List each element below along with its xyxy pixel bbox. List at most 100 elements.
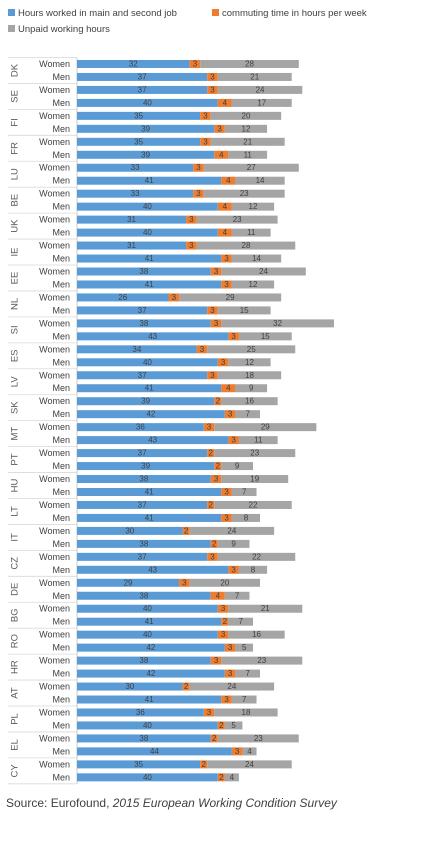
bar-segment-unpaid (238, 565, 268, 574)
bar-segment-main-job (77, 630, 218, 639)
data-label: 40 (143, 202, 152, 211)
data-label: 38 (139, 319, 148, 328)
data-label: 24 (245, 760, 254, 769)
bar-segment-main-job (77, 267, 211, 276)
data-label: 24 (256, 85, 265, 94)
bar-segment-main-job (77, 137, 201, 146)
bar-segment-commuting (182, 682, 190, 691)
data-label: 7 (235, 591, 240, 600)
data-label: 20 (242, 111, 251, 120)
data-label: 3 (210, 72, 215, 81)
bar-segment-main-job (77, 656, 211, 665)
bar-segment-commuting (179, 578, 190, 587)
bar-segment-main-job (77, 578, 180, 587)
bar-segment-commuting (221, 695, 232, 704)
row-label: Men (52, 124, 70, 134)
bar-segment-commuting (217, 604, 229, 613)
data-label: 4 (223, 98, 228, 107)
data-label: 12 (249, 202, 258, 211)
data-label: 3 (203, 137, 208, 146)
data-label: 24 (227, 526, 236, 535)
row-label: Men (52, 357, 70, 367)
data-label: 3 (210, 306, 215, 315)
bar-segment-main-job (77, 617, 222, 626)
row-label: Men (52, 461, 70, 471)
country-label: BG (10, 608, 21, 622)
bar-segment-main-job (77, 721, 218, 730)
data-label: 38 (139, 267, 148, 276)
bar-segment-main-job (77, 384, 222, 393)
bar-segment-commuting (210, 539, 218, 548)
data-label: 37 (138, 449, 147, 458)
data-label: 37 (138, 371, 147, 380)
bar-segment-commuting (189, 59, 201, 68)
bar-segment-unpaid (235, 384, 268, 393)
legend-swatch-main-job (8, 9, 15, 16)
bar-segment-main-job (77, 98, 218, 107)
bar-segment-unpaid (207, 345, 296, 354)
data-label: 3 (224, 695, 229, 704)
bar-segment-commuting (200, 760, 208, 769)
bar-segment-unpaid (235, 669, 261, 678)
row-label: Men (52, 772, 70, 782)
data-label: 2 (219, 773, 224, 782)
bar-segment-main-job (77, 124, 215, 133)
data-label: 3 (228, 410, 233, 419)
data-label: 40 (143, 228, 152, 237)
bar-segment-unpaid (207, 760, 292, 769)
country-label: NL (10, 298, 21, 310)
data-label: 3 (231, 436, 236, 445)
data-label: 37 (138, 552, 147, 561)
bar-segment-commuting (207, 306, 218, 315)
bar-segment-main-job (77, 669, 225, 678)
bar-segment-unpaid (224, 773, 239, 782)
data-label: 2 (219, 721, 224, 730)
data-label: 3 (224, 254, 229, 263)
data-label: 3 (203, 111, 208, 120)
data-label: 39 (141, 150, 150, 159)
data-label: 17 (257, 98, 266, 107)
data-label: 2 (212, 539, 217, 548)
data-label: 40 (143, 604, 152, 613)
data-label: 23 (240, 189, 249, 198)
legend-item-main-job: Hours worked in main and second job (8, 8, 177, 19)
row-label: Men (52, 383, 70, 393)
bar-segment-commuting (182, 526, 190, 535)
bar-segment-main-job (77, 111, 201, 120)
bar-segment-commuting (210, 267, 222, 276)
data-label: 3 (221, 358, 226, 367)
data-label: 4 (223, 228, 228, 237)
bar-segment-commuting (210, 319, 222, 328)
bar-segment-main-job (77, 487, 222, 496)
bar-segment-unpaid (235, 410, 261, 419)
legend-label-main-job: Hours worked in main and second job (18, 8, 177, 19)
data-label: 44 (150, 747, 159, 756)
data-label: 3 (182, 578, 187, 587)
legend-item-commuting: commuting time in hours per week (212, 8, 367, 19)
data-label: 33 (131, 189, 140, 198)
data-label: 3 (228, 643, 233, 652)
bar-segment-commuting (217, 630, 229, 639)
bar-segment-commuting (210, 656, 222, 665)
row-label: Women (39, 500, 70, 510)
data-label: 3 (207, 423, 212, 432)
data-label: 42 (146, 669, 155, 678)
bar-segment-unpaid (238, 436, 278, 445)
data-label: 39 (141, 397, 150, 406)
bar-segment-unpaid (217, 371, 282, 380)
data-label: 3 (172, 293, 177, 302)
country-label: SK (10, 401, 21, 414)
bar-segment-unpaid (217, 306, 271, 315)
bar-segment-commuting (193, 163, 204, 172)
data-label: 3 (196, 163, 201, 172)
row-label: Men (52, 202, 70, 212)
bar-segment-commuting (207, 85, 218, 94)
bar-segment-commuting (231, 747, 243, 756)
data-label: 3 (231, 332, 236, 341)
row-label: Women (39, 578, 70, 588)
data-label: 41 (145, 254, 154, 263)
bar-segment-main-job (77, 228, 218, 237)
bar-segment-main-job (77, 526, 183, 535)
data-label: 3 (200, 345, 205, 354)
data-label: 20 (220, 578, 229, 587)
